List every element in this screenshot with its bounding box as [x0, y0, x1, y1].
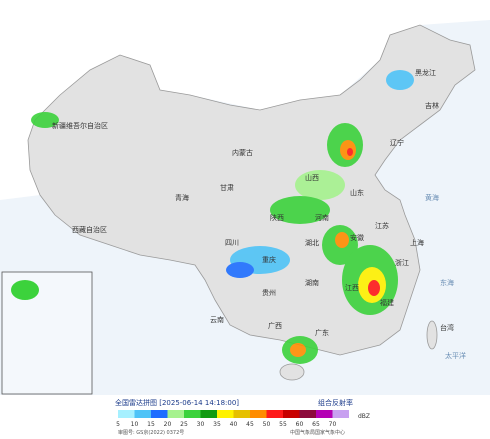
- region-label: 江苏: [375, 221, 389, 230]
- sea-label: 黄海: [425, 193, 439, 202]
- region-label: 云南: [210, 315, 224, 324]
- legend-swatch: [200, 410, 217, 418]
- region-label: 内蒙古: [232, 148, 253, 157]
- legend-value: 25: [180, 421, 188, 428]
- legend-swatch: [151, 410, 168, 418]
- radar-echoes: [31, 70, 414, 364]
- sea-label: 东海: [440, 278, 454, 287]
- region-label: 湖南: [305, 278, 319, 287]
- region-label: 福建: [380, 298, 394, 307]
- legend-swatch: [332, 410, 349, 418]
- legend-swatch: [217, 410, 234, 418]
- region-label: 山东: [350, 188, 364, 197]
- legend-value: 30: [197, 421, 205, 428]
- region-label: 甘肃: [220, 183, 234, 192]
- legend-value: 70: [329, 421, 337, 428]
- legend-value: 40: [230, 421, 238, 428]
- legend-value: 55: [279, 421, 287, 428]
- region-label: 重庆: [262, 255, 276, 264]
- region-label: 黑龙江: [415, 68, 436, 77]
- legend-swatch: [134, 410, 151, 418]
- product: 组合反射率: [318, 398, 353, 407]
- legend-unit: dBZ: [358, 413, 370, 420]
- legend-value: 65: [312, 421, 320, 428]
- legend-value: 5: [116, 421, 120, 428]
- region-label: 湖北: [305, 238, 319, 247]
- region-label: 四川: [225, 239, 239, 247]
- legend-swatch: [167, 410, 184, 418]
- legend-value: 10: [131, 421, 139, 428]
- region-label: 辽宁: [390, 138, 404, 147]
- legend-swatch: [233, 410, 250, 418]
- legend-swatch: [118, 410, 135, 418]
- legend-swatch: [283, 410, 300, 418]
- legend-swatch: [316, 410, 333, 418]
- region-label: 安徽: [350, 233, 364, 242]
- legend-value: 15: [147, 421, 155, 428]
- region-label: 新疆维吾尔自治区: [52, 121, 108, 130]
- inset-echo: [11, 280, 39, 300]
- region-label: 上海: [410, 238, 424, 247]
- legend-value: 20: [164, 421, 172, 428]
- legend-value: 45: [246, 421, 254, 428]
- region-label: 河南: [315, 213, 329, 222]
- legend-swatch: [250, 410, 267, 418]
- legend-value: 60: [296, 421, 304, 428]
- region-label: 台湾: [440, 323, 454, 332]
- region-label: 广西: [268, 321, 282, 330]
- legend-swatch: [266, 410, 283, 418]
- region-label: 青海: [175, 193, 189, 202]
- taiwan: [426, 320, 438, 350]
- approval: 审图号: GS京(2022) 0372号: [118, 429, 184, 436]
- legend-swatch: [184, 410, 201, 418]
- outside: [0, 0, 490, 200]
- region-label: 浙江: [395, 258, 409, 267]
- region-label: 吉林: [425, 101, 439, 110]
- source: 中国气象局国家气象中心: [290, 429, 345, 436]
- legend-value: 50: [263, 421, 271, 428]
- region-label: 陕西: [270, 213, 284, 222]
- legend-swatch: [299, 410, 316, 418]
- region-label: 江西: [345, 284, 359, 292]
- region-label: 广东: [315, 328, 329, 337]
- title: 全国雷达拼图 [2025-06-14 14:18:00]: [115, 398, 239, 407]
- sea-label: 太平洋: [445, 351, 466, 360]
- region-label: 山西: [305, 173, 319, 182]
- legend-value: 35: [213, 421, 221, 428]
- region-label: 贵州: [262, 288, 276, 297]
- legend: 5 10 15 20 25 30 35 40 45 50 55 60 65 70: [116, 410, 349, 428]
- region-label: 西藏自治区: [72, 225, 107, 234]
- map-labels: 新疆维吾尔自治区 西藏自治区 青海 内蒙古 黑龙江 吉林 辽宁 山西 山东 河南…: [52, 68, 466, 360]
- hainan: [279, 363, 305, 381]
